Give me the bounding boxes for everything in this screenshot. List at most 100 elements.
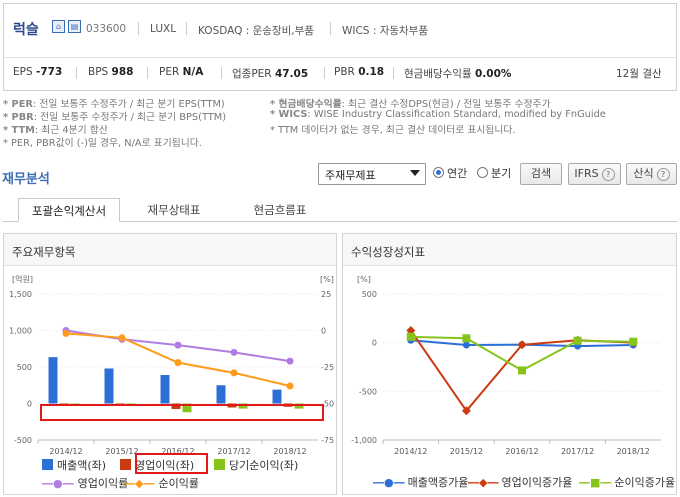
panel-title: 수익성장성지표 bbox=[343, 234, 676, 266]
key-financials-panel: 주요재무항목 [억원] [%] -500 0 500 1,000 1,500 -75 -50 -2… bbox=[3, 233, 337, 495]
point bbox=[462, 341, 470, 349]
y-tick-label: 500 bbox=[362, 290, 377, 299]
y-left-tick-label: 1,500 bbox=[9, 290, 32, 299]
bar bbox=[160, 375, 170, 404]
point bbox=[286, 382, 294, 390]
bar bbox=[104, 368, 114, 404]
legend-operating-income-growth: ―◆― 영업이익증가율 bbox=[468, 476, 573, 489]
x-tick-label: 2017/12 bbox=[217, 447, 250, 456]
note-pbr: * PBR: 전일 보통주 수정주가 / 최근 분기 BPS(TTM) bbox=[3, 112, 227, 123]
document-icon[interactable]: ▤ bbox=[68, 20, 81, 33]
bar bbox=[48, 357, 58, 404]
x-tick-label: 2017/12 bbox=[561, 447, 594, 456]
wics-info: WICS : 자동차부품 bbox=[342, 25, 428, 37]
point bbox=[518, 366, 526, 375]
y-left-tick-label: 500 bbox=[17, 363, 32, 372]
pbr-stat: PBR 0.18 bbox=[334, 66, 385, 78]
x-tick-label: 2016/12 bbox=[505, 447, 538, 456]
highlight-box-legend bbox=[135, 453, 208, 474]
point bbox=[573, 336, 582, 345]
radio-quarter[interactable] bbox=[477, 167, 488, 178]
question-icon: ? bbox=[601, 167, 615, 181]
point bbox=[517, 340, 527, 350]
point bbox=[174, 341, 182, 349]
ifrs-button[interactable]: IFRS? bbox=[568, 163, 621, 185]
legend-revenue: 매출액(좌) bbox=[42, 457, 106, 473]
note-dividend: * 현금배당수익률: 최근 결산 수정DPS(현금) / 전일 보통주 수정주가 bbox=[270, 99, 551, 110]
search-button[interactable]: 검색 bbox=[520, 163, 562, 185]
divider bbox=[138, 22, 139, 35]
fiscal-month: 12월 결산 bbox=[616, 68, 662, 80]
radio-quarter-label[interactable]: 분기 bbox=[491, 167, 512, 180]
per-stat: PER N/A bbox=[159, 66, 204, 78]
point bbox=[118, 334, 126, 342]
x-tick-label: 2015/12 bbox=[450, 447, 483, 456]
formula-button[interactable]: 산식? bbox=[626, 163, 677, 185]
tab-income-statement[interactable]: 포괄손익계산서 bbox=[18, 198, 120, 222]
note-wics: * WICS: WISE Industry Classification Sta… bbox=[270, 109, 606, 120]
note-per: * PER: 전일 보통주 수정주가 / 최근 분기 EPS(TTM) bbox=[3, 99, 225, 110]
question-icon: ? bbox=[656, 167, 670, 181]
industry-per-stat: 업종PER 47.05 bbox=[232, 68, 309, 80]
divider bbox=[330, 22, 331, 35]
highlight-box-negative-values bbox=[40, 404, 324, 421]
x-tick-label: 2014/12 bbox=[394, 447, 427, 456]
y-left-unit: [억원] bbox=[12, 274, 33, 284]
point bbox=[286, 357, 294, 365]
point bbox=[629, 337, 638, 346]
eps-stat: EPS -773 bbox=[13, 66, 63, 78]
company-summary-box: 럭슬 ⌂ ▤ 033600 LUXL KOSDAQ : 운송장비,부품 WICS… bbox=[3, 3, 677, 91]
x-tick-label: 2016/12 bbox=[161, 447, 194, 456]
y-tick-label: -500 bbox=[359, 387, 377, 396]
company-name: 럭슬 bbox=[13, 22, 39, 38]
dividend-yield-stat: 현금배당수익률 0.00% bbox=[404, 68, 512, 80]
y-right-tick-label: -75 bbox=[321, 436, 334, 445]
y-left-tick-label: 0 bbox=[27, 400, 32, 409]
statement-select[interactable]: 주재무제표 bbox=[318, 163, 426, 185]
y-tick-label: -1,000 bbox=[351, 436, 377, 445]
key-financials-chart: [억원] [%] -500 0 500 1,000 1,500 -75 -50 -25 0 25 201… bbox=[9, 274, 334, 456]
legend-revenue-growth: ―●― 매출액증가율 bbox=[373, 476, 469, 489]
stock-code: 033600 bbox=[86, 23, 127, 35]
growth-indicators-panel: 수익성장성지표 [%] -1,000 -500 0 500 2014/12 2015/12 2… bbox=[342, 233, 677, 495]
legend-net-margin: ―◆― 순이익률 bbox=[124, 477, 199, 490]
radio-annual[interactable] bbox=[433, 167, 444, 178]
building-icon[interactable]: ⌂ bbox=[52, 20, 65, 33]
x-tick-label: 2015/12 bbox=[105, 447, 138, 456]
x-tick-label: 2018/12 bbox=[273, 447, 306, 456]
legend-operating-income: 영업이익(좌) bbox=[120, 457, 194, 473]
tab-bar bbox=[3, 221, 677, 222]
y-right-tick-label: -50 bbox=[321, 400, 334, 409]
y-left-tick-label: -500 bbox=[14, 436, 32, 445]
panel-title: 주요재무항목 bbox=[4, 234, 336, 266]
point bbox=[462, 334, 471, 343]
bar bbox=[272, 389, 282, 404]
divider bbox=[186, 22, 187, 35]
y-right-tick-label: 0 bbox=[321, 327, 326, 336]
point bbox=[230, 369, 238, 377]
radio-annual-label[interactable]: 연간 bbox=[447, 167, 468, 180]
note-ttm-missing: * TTM 데이터가 없는 경우, 최근 결산 데이터로 표시됩니다. bbox=[270, 125, 516, 136]
x-tick-label: 2018/12 bbox=[617, 447, 650, 456]
point bbox=[62, 329, 70, 337]
bar bbox=[182, 403, 192, 413]
y-tick-label: 0 bbox=[372, 339, 377, 348]
ticker: LUXL bbox=[150, 23, 177, 35]
market-info: KOSDAQ : 운송장비,부품 bbox=[198, 25, 314, 37]
bar bbox=[238, 403, 248, 409]
note-na: * PER, PBR값이 (-)일 경우, N/A로 표기됩니다. bbox=[3, 138, 202, 149]
legend-operating-margin: ―●― 영업이익률 bbox=[42, 477, 129, 490]
bar bbox=[216, 385, 226, 404]
point bbox=[406, 326, 416, 335]
section-title: 재무분석 bbox=[2, 172, 50, 187]
chevron-down-icon bbox=[410, 170, 420, 176]
y-right-unit: [%] bbox=[320, 275, 334, 284]
y-left-tick-label: 1,000 bbox=[9, 327, 32, 336]
point bbox=[406, 332, 415, 341]
point bbox=[461, 406, 471, 416]
bar bbox=[171, 403, 181, 409]
tab-cash-flow[interactable]: 현금흐름표 bbox=[253, 203, 307, 217]
legend-net-income-growth: ―■― 순이익증가율 bbox=[579, 476, 676, 489]
y-right-tick-label: -25 bbox=[321, 363, 334, 372]
tab-balance-sheet[interactable]: 재무상태표 bbox=[147, 203, 201, 217]
